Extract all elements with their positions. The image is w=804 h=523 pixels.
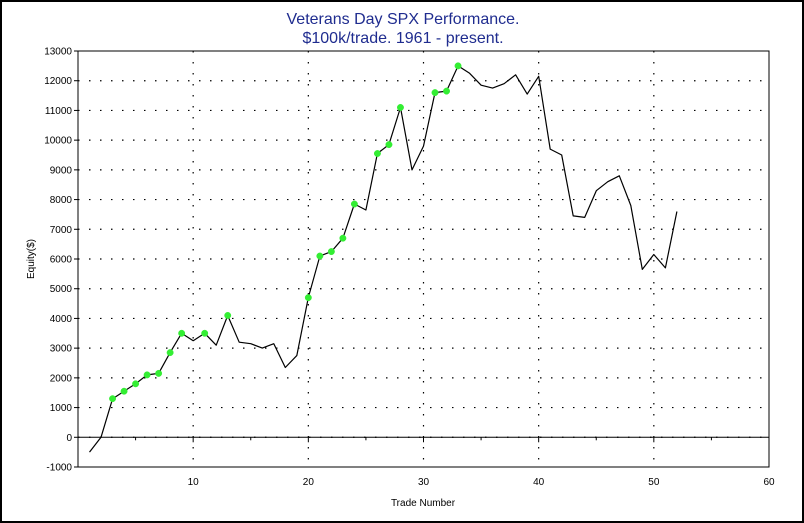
x-tick-label: 40 [533,477,545,488]
x-tick-label: 60 [763,477,775,488]
y-tick-label: 13000 [44,47,72,58]
grid-lines [78,51,769,467]
y-tick-label: -1000 [46,463,72,474]
data-point-marker [339,234,347,242]
chart-title: Veterans Day SPX Performance. [287,11,520,28]
y-tick-label: 5000 [50,284,73,295]
data-point-marker [397,104,404,111]
data-point-marker [201,329,209,337]
y-tick-label: 11000 [45,106,73,117]
data-point-marker [385,141,393,149]
data-point-marker [120,387,128,395]
data-point-marker [109,395,117,403]
y-axis-label: Equity($) [26,239,37,279]
y-tick-label: 7000 [50,225,73,236]
plot-area [77,50,770,468]
data-point-marker [155,369,163,377]
y-tick-label: 0 [66,433,72,444]
y-tick-label: 3000 [50,344,73,355]
data-point-marker [373,150,381,157]
y-tick-label: 12000 [44,76,72,87]
equity-series [89,62,678,453]
data-point-marker [224,312,232,319]
x-axis-label: Trade Number [391,498,456,509]
data-point-marker [454,62,462,70]
data-point-marker [316,252,324,260]
zero-line [78,436,769,443]
y-tick-label: 9000 [50,165,73,176]
data-point-marker [431,89,439,97]
x-tick-label: 20 [303,477,315,488]
y-axis-ticks: -1000 0 1000 2000 3000 4000 5000 6000 7000 8000 90… [44,47,78,474]
data-point-marker [327,248,335,256]
y-tick-label: 1000 [50,403,73,414]
data-point-marker [178,329,186,337]
equity-line [89,65,678,453]
y-tick-label: 8000 [50,195,73,206]
y-tick-label: 6000 [50,255,73,266]
data-point-marker [143,371,151,379]
y-tick-label: 10000 [44,136,72,147]
x-axis-ticks: 10 20 30 40 50 60 [188,477,775,488]
data-point-marker [304,294,312,302]
data-point-marker [166,349,174,357]
data-point-marker [132,380,140,388]
y-tick-label: 2000 [50,373,73,384]
data-point-marker [350,200,358,208]
x-tick-label: 10 [188,477,200,488]
x-tick-label: 50 [648,477,660,488]
data-point-marker [443,87,450,95]
y-tick-label: 4000 [50,314,73,325]
chart-subtitle: $100k/trade. 1961 - present. [302,30,503,47]
x-tick-label: 30 [418,477,430,488]
